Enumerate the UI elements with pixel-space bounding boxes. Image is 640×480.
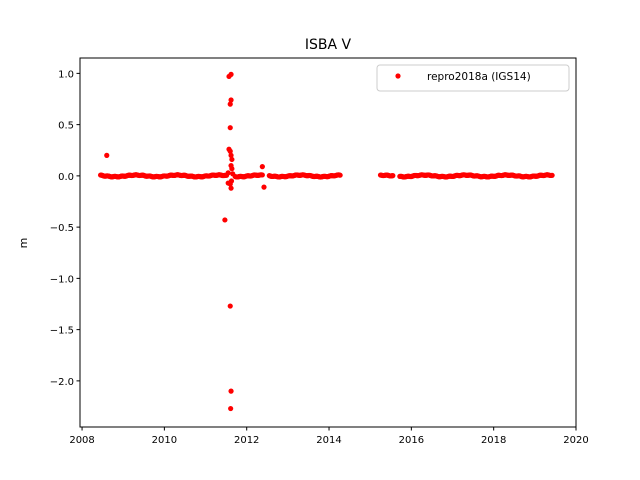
data-point: [228, 388, 234, 394]
y-tick-label: −2.0: [50, 377, 74, 388]
data-point: [228, 97, 234, 103]
y-tick-label: −1.0: [50, 274, 74, 285]
y-axis: 1.0 0.5 0.0 −0.5 −1.0 −1.5 −2.0: [50, 69, 80, 388]
chart-title: ISBA V: [305, 37, 352, 53]
x-axis: 2008 2010 2012 2014 2016 2018 2020: [69, 427, 589, 446]
data-point: [229, 156, 235, 163]
x-tick-label: 2012: [234, 435, 259, 446]
data-point: [261, 184, 267, 190]
y-axis-label: m: [17, 238, 30, 249]
data-point: [228, 71, 234, 77]
data-point: [228, 405, 234, 412]
data-point: [229, 166, 235, 172]
data-point: [228, 185, 234, 191]
x-tick-label: 2018: [481, 435, 506, 446]
plot-frame: [79, 57, 577, 428]
x-tick-label: 2008: [69, 435, 94, 446]
data-point: [230, 171, 236, 177]
x-tick-label: 2014: [316, 435, 341, 446]
data-point: [390, 173, 396, 179]
data-point: [227, 148, 233, 154]
data-point: [225, 170, 231, 176]
data-point: [228, 178, 235, 184]
x-tick-label: 2020: [563, 435, 588, 446]
data-point: [227, 101, 233, 107]
data-point: [259, 172, 265, 178]
data-point: [549, 172, 555, 178]
data-point: [227, 303, 233, 309]
legend-box: [376, 64, 570, 92]
data-point: [337, 172, 343, 178]
y-tick-label: 0.5: [58, 121, 74, 132]
legend-label: repro2018a (IGS14): [427, 71, 531, 83]
data-point: [104, 152, 110, 158]
data-point: [222, 217, 228, 223]
data-marks: [97, 71, 555, 412]
legend: repro2018a (IGS14): [376, 64, 570, 92]
legend-marker: [395, 73, 401, 79]
data-point: [228, 152, 234, 158]
x-tick-label: 2016: [399, 435, 424, 446]
y-tick-label: 1.0: [58, 69, 74, 80]
data-point: [259, 164, 265, 170]
y-tick-label: −1.5: [50, 326, 74, 337]
x-tick-label: 2010: [152, 435, 177, 446]
y-tick-label: −0.5: [50, 223, 74, 234]
y-tick-label: 0.0: [58, 172, 74, 183]
data-point: [227, 125, 233, 131]
